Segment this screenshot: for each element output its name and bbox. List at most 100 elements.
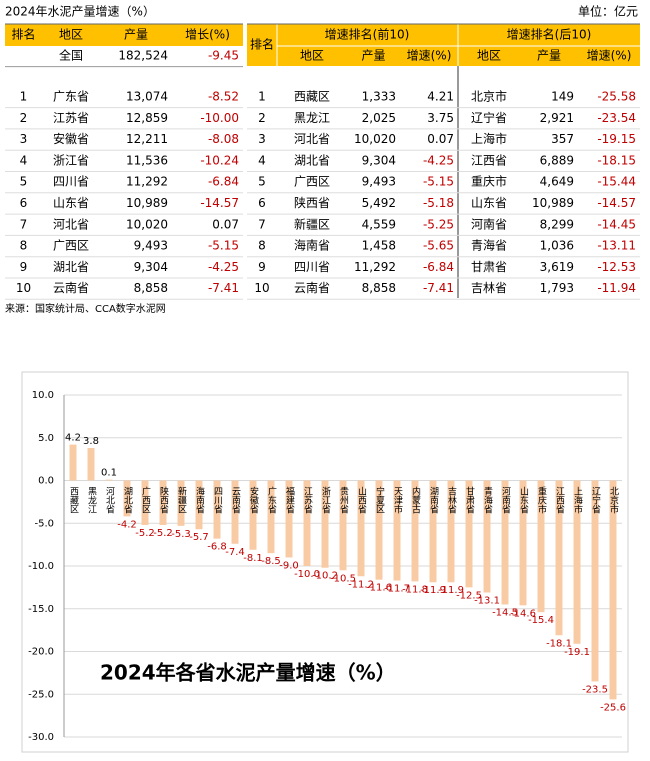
x-tick-label: 浙江省 [320,485,331,514]
table-cell: 8,299 [540,217,574,231]
table-cell: 湖北省 [53,259,89,274]
column-header: 排名 [250,37,274,52]
table-cell: 9,304 [134,260,168,274]
table-cell: -19.15 [597,132,636,146]
table-cell: -4.25 [423,153,454,167]
table-cell: -7.41 [423,281,454,295]
header-bg [247,24,640,66]
chart-title: 2024年各省水泥产量增速（%） [100,661,396,685]
table-cell: -8.08 [208,132,239,146]
table-cell: 1 [258,90,266,104]
table-cell: 4 [20,153,28,167]
table-cell: -5.15 [423,175,454,189]
table-cell: 全国 [59,48,83,63]
table-cell: -25.58 [597,90,636,104]
table-cell: 河南省 [471,216,507,231]
data-label: -10.0 [294,569,320,580]
table-cell: 13,074 [126,90,168,104]
table-cell: 3,619 [540,260,574,274]
data-label: -14.6 [510,608,536,619]
data-label: -23.5 [582,684,608,695]
table-cell: 10,989 [532,196,574,210]
y-tick-label: -25.0 [28,689,54,700]
x-tick-label: 重庆市 [536,485,547,514]
data-label: 3.8 [83,436,99,447]
table-cell: 357 [551,132,574,146]
table-cell: 辽宁省 [471,110,507,125]
bar [519,480,527,606]
column-header: 地区 [477,49,501,63]
table-cell: 9,493 [362,175,396,189]
table-cell: 西藏区 [294,90,330,104]
table-cell: 4 [258,153,266,167]
bar [573,480,581,644]
table-cell: -14.57 [597,196,636,210]
x-tick-label: 河南省 [500,485,511,514]
data-label: -11.6 [366,583,392,594]
x-tick-label: 山西省 [356,486,367,514]
table-cell: 11,292 [354,260,396,274]
x-tick-label: 内蒙古 [410,485,421,514]
column-header: 增长(%) [185,28,230,42]
table-cell: -9.45 [208,49,239,63]
table-cell: 上海市 [471,131,507,146]
table-cell: 1,793 [540,281,574,295]
x-tick-label: 安徽省 [248,485,259,514]
bar [429,480,437,583]
x-tick-label: 湖南省 [428,486,439,514]
bar [501,480,509,605]
table-cell: 10,020 [126,217,168,231]
x-tick-label: 福建省 [284,485,295,514]
x-tick-label: 陕西省 [158,485,169,514]
x-tick-label: 广西区 [140,485,151,513]
group-header: 增速排名(后10) [507,27,592,42]
x-tick-label: 江苏省 [302,486,313,514]
table-cell: 10,989 [126,196,168,210]
x-tick-label: 湖北省 [122,486,133,514]
table-cell: 广西区 [53,239,89,253]
bar [591,480,599,682]
data-label: -11.8 [402,584,428,595]
table-cell: 6 [20,196,28,210]
data-label: -5.3 [171,529,191,540]
table-cell: 四川省 [294,260,330,274]
data-label: -11.2 [348,579,374,590]
data-label: -9.0 [279,560,299,571]
column-header: 地区 [59,28,83,42]
table-cell: 149 [551,90,574,104]
table-cell: 10 [16,281,31,295]
data-label: -8.1 [243,553,263,564]
table-cell: 6,889 [540,153,574,167]
data-label: -18.1 [546,638,572,649]
table-cell: -6.84 [423,260,454,274]
unit-label: 单位：亿元 [578,4,638,19]
bar [105,479,113,481]
data-label: -5.2 [153,528,173,539]
table-cell: 4,649 [540,175,574,189]
bar [393,480,401,581]
y-tick-label: -20.0 [28,647,54,658]
table-cell: -10.24 [200,153,239,167]
table-cell: 湖北省 [294,152,330,167]
data-label: -11.9 [420,585,446,596]
table-cell: 浙江省 [53,153,89,167]
table-cell: 9 [20,260,28,274]
y-tick-label: 10.0 [32,390,54,401]
table-cell: -18.15 [597,153,636,167]
table-cell: 2,921 [540,111,574,125]
bar [231,480,239,544]
table-cell: 5 [20,175,28,189]
table-cell: 陕西省 [294,195,330,210]
data-label: -10.5 [330,573,356,584]
data-label: -6.8 [207,542,227,553]
table-cell: 黑龙江 [294,111,330,125]
data-label: -11.7 [384,584,410,595]
x-tick-label: 江西省 [554,486,565,514]
table-cell: 9,304 [362,153,396,167]
data-label: -14.5 [492,607,518,618]
table-cell: 云南省 [294,280,330,295]
bar [69,444,77,481]
table-cell: 3 [20,132,28,146]
column-header: 产量 [124,28,148,42]
